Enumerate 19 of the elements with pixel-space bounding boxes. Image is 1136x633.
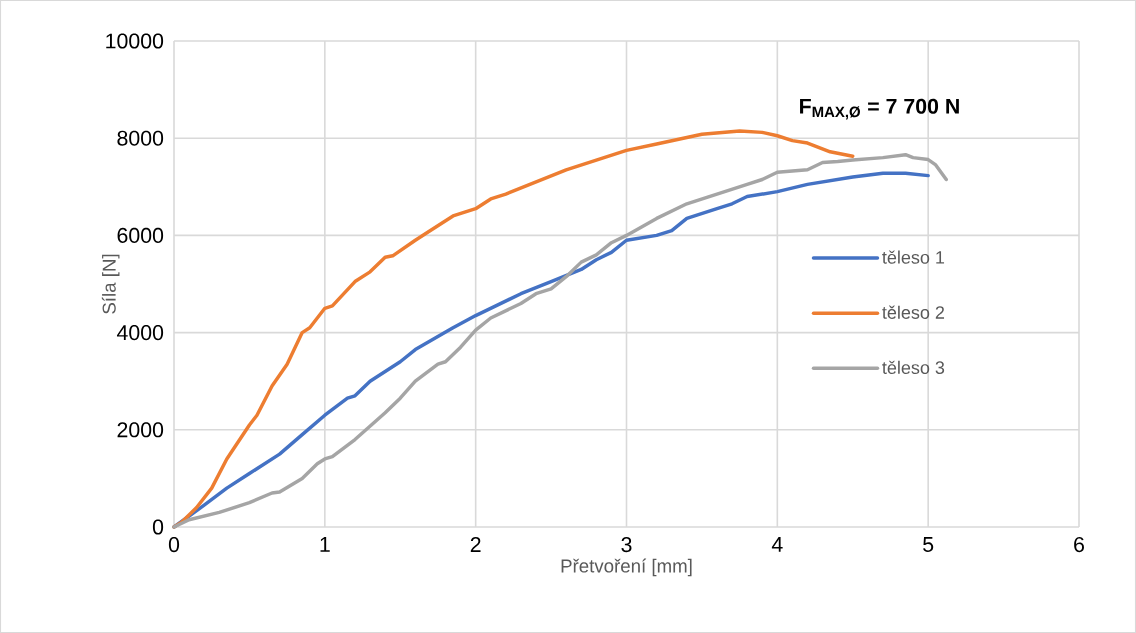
x-tick-label: 2 [470,537,481,552]
y-axis-title: Síla [N] [101,254,120,314]
legend-label: těleso 1 [882,250,945,264]
x-tick-label: 6 [1074,537,1084,553]
x-tick-label: 1 [320,537,330,552]
x-tick-label: 5 [923,537,934,552]
y-tick-label: 6000 [117,227,164,243]
x-axis-title: Přetvoření [mm] [561,558,692,577]
y-tick-label: 4000 [116,325,164,341]
x-tick-label: 4 [771,537,783,552]
y-tick-label: 10000 [106,33,164,49]
x-tick-label: 0 [168,537,180,553]
y-tick-label: 8000 [117,130,164,146]
x-tick-label: 3 [621,537,632,553]
legend-label: těleso 3 [882,360,945,374]
y-tick-label: 2000 [117,422,164,438]
legend-label: těleso 2 [882,305,945,319]
y-tick-label: 0 [152,519,164,535]
text: F$_{MAX,Ø}$ = 7 700 N [800,98,959,120]
